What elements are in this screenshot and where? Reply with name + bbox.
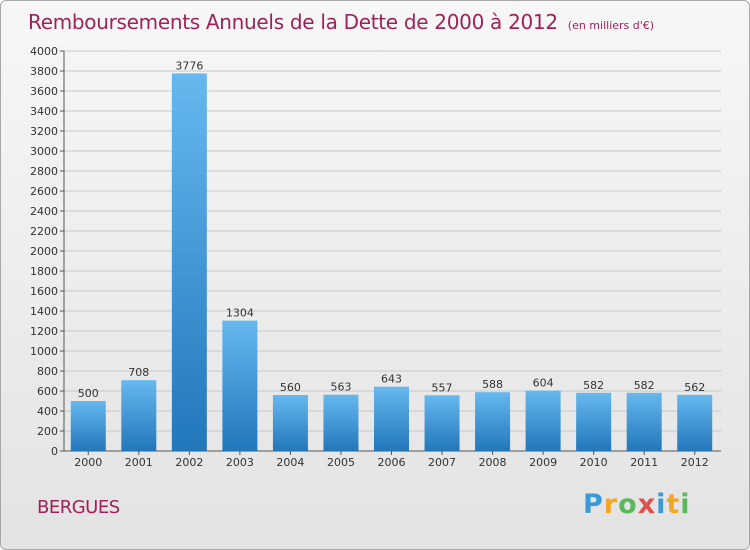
y-tick-label: 400 bbox=[37, 405, 58, 418]
proxiti-logo: Proxiti bbox=[583, 489, 691, 520]
logo-letter: r bbox=[603, 489, 619, 520]
logo-letter: i bbox=[680, 489, 691, 520]
x-tick-label: 2004 bbox=[276, 456, 304, 469]
bar bbox=[222, 320, 258, 451]
y-tick-label: 2200 bbox=[30, 225, 58, 238]
chart-title-text: Remboursements Annuels de la Dette de 20… bbox=[28, 10, 558, 34]
bar bbox=[121, 380, 157, 451]
logo-letter: P bbox=[583, 489, 604, 520]
x-tick-label: 2010 bbox=[580, 456, 608, 469]
commune-name: BERGUES bbox=[37, 497, 120, 518]
y-tick-label: 600 bbox=[37, 385, 58, 398]
bar bbox=[576, 392, 612, 451]
logo-letter: x bbox=[637, 489, 657, 520]
x-tick-label: 2008 bbox=[479, 456, 507, 469]
data-label: 582 bbox=[634, 379, 655, 392]
y-tick-label: 3400 bbox=[30, 105, 58, 118]
data-label: 582 bbox=[583, 379, 604, 392]
x-tick-label: 2005 bbox=[327, 456, 355, 469]
x-tick-label: 2007 bbox=[428, 456, 456, 469]
logo-letter: t bbox=[666, 489, 681, 520]
data-label: 500 bbox=[78, 387, 99, 400]
x-tick-label: 2012 bbox=[681, 456, 709, 469]
data-label: 708 bbox=[128, 366, 149, 379]
y-tick-label: 2800 bbox=[30, 165, 58, 178]
y-tick-label: 1000 bbox=[30, 345, 58, 358]
bar bbox=[374, 386, 409, 451]
y-tick-label: 3800 bbox=[30, 65, 58, 78]
logo-letter: o bbox=[618, 489, 638, 520]
y-tick-label: 200 bbox=[37, 425, 58, 438]
x-tick-label: 2003 bbox=[226, 456, 254, 469]
data-label: 557 bbox=[432, 381, 453, 394]
chart-title: Remboursements Annuels de la Dette de 20… bbox=[28, 10, 654, 34]
x-tick-label: 2000 bbox=[74, 456, 102, 469]
y-tick-label: 4000 bbox=[30, 45, 58, 58]
x-tick-label: 2006 bbox=[378, 456, 406, 469]
y-tick-label: 3200 bbox=[30, 125, 58, 138]
y-tick-label: 2000 bbox=[30, 245, 58, 258]
data-label: 588 bbox=[482, 378, 503, 391]
y-tick-label: 2400 bbox=[30, 205, 58, 218]
y-tick-label: 800 bbox=[37, 365, 58, 378]
bar bbox=[626, 392, 662, 451]
bar bbox=[171, 73, 207, 452]
bar bbox=[525, 390, 561, 451]
y-tick-label: 3000 bbox=[30, 145, 58, 158]
y-tick-label: 0 bbox=[51, 445, 58, 458]
y-tick-label: 1800 bbox=[30, 265, 58, 278]
y-tick-label: 1400 bbox=[30, 305, 58, 318]
x-tick-label: 2011 bbox=[630, 456, 658, 469]
data-label: 1304 bbox=[226, 307, 254, 320]
data-label: 560 bbox=[280, 381, 301, 394]
data-label: 563 bbox=[330, 381, 351, 394]
x-tick-label: 2009 bbox=[529, 456, 557, 469]
y-tick-label: 1600 bbox=[30, 285, 58, 298]
logo-letter: i bbox=[656, 489, 667, 520]
data-label: 643 bbox=[381, 373, 402, 386]
bar bbox=[272, 395, 308, 451]
data-label: 604 bbox=[533, 377, 554, 390]
data-label: 562 bbox=[684, 381, 705, 394]
bar bbox=[677, 394, 713, 451]
x-tick-label: 2002 bbox=[175, 456, 203, 469]
y-tick-label: 3600 bbox=[30, 85, 58, 98]
data-label: 3776 bbox=[175, 59, 203, 72]
chart-subtitle: (en milliers d'€) bbox=[567, 19, 655, 32]
bar bbox=[323, 394, 359, 451]
y-tick-label: 2600 bbox=[30, 185, 58, 198]
bar bbox=[70, 401, 106, 451]
x-tick-label: 2001 bbox=[125, 456, 153, 469]
bar bbox=[475, 392, 511, 451]
bar bbox=[424, 395, 460, 451]
y-tick-label: 1200 bbox=[30, 325, 58, 338]
